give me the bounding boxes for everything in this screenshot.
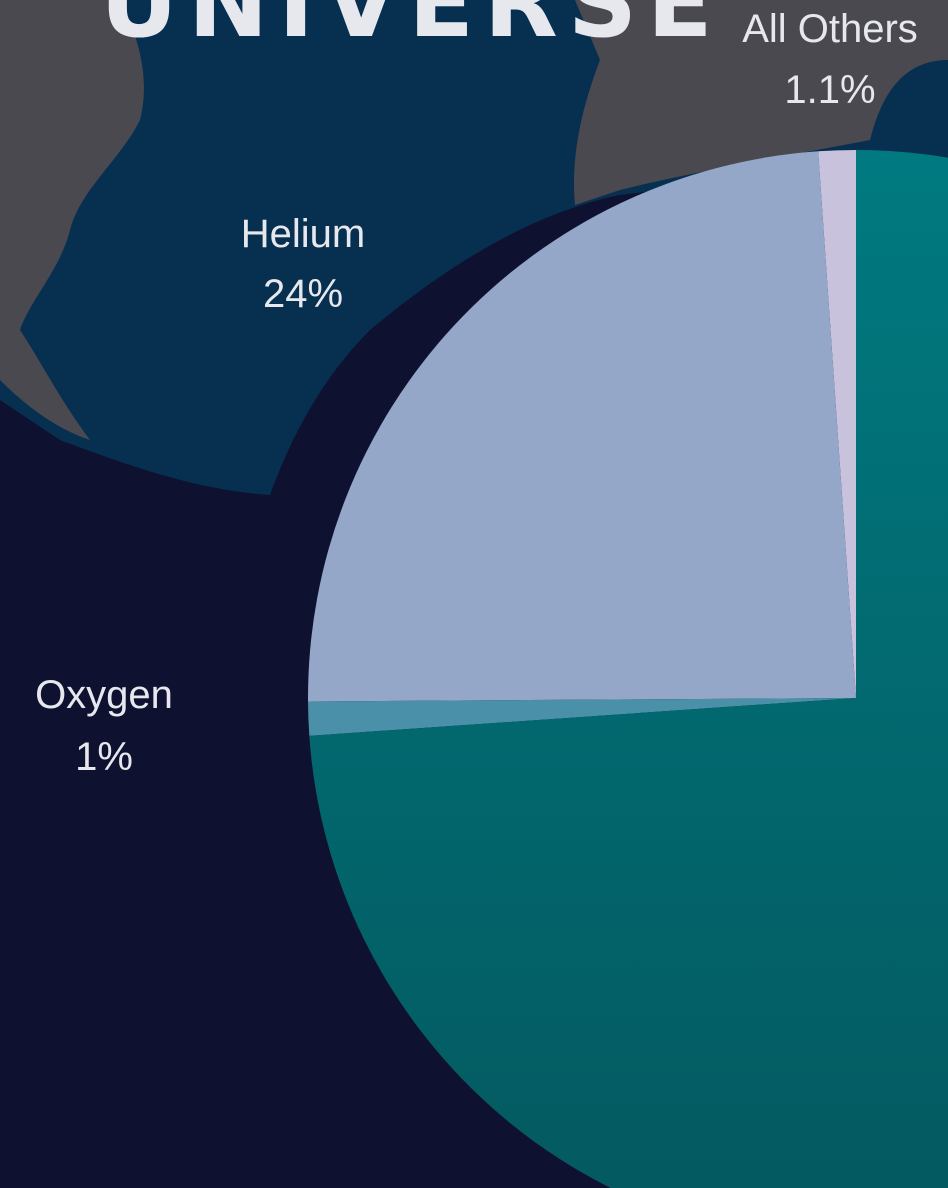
slice-label-helium: Helium 24%: [241, 212, 365, 316]
land-mass-right: [574, 0, 948, 205]
pie-slice-all-others: [818, 150, 856, 698]
land-mass-left: [0, 0, 144, 440]
pie-slice-hydrogen: [309, 150, 948, 1188]
slice-label-oxygen: Oxygen 1%: [35, 673, 173, 779]
pie-slices: [307, 150, 948, 1188]
slice-label-name: Helium: [241, 212, 365, 256]
chart-title: UNIVERSE: [100, 0, 723, 59]
slice-label-name: All Others: [742, 7, 918, 51]
slice-label-value: 1.1%: [784, 68, 875, 112]
slice-label-name: Oxygen: [35, 673, 173, 717]
slice-label-value: 1%: [75, 735, 133, 779]
pie-slice-oxygen: [308, 698, 856, 736]
slice-label-all-others: All Others 1.1%: [742, 7, 918, 112]
slice-label-value: 24%: [263, 272, 343, 316]
pie-slice-helium: [307, 151, 856, 702]
